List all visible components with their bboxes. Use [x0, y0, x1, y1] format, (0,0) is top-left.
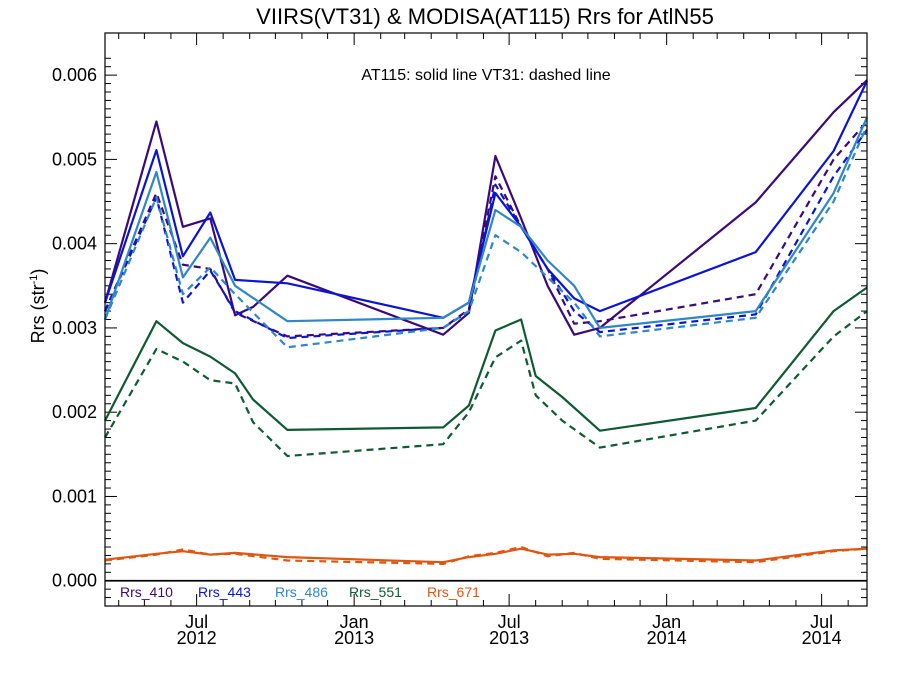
y-tick-label: 0.006 — [52, 65, 97, 85]
series-line-rrs_551-vt31 — [104, 310, 868, 458]
x-tick-label-month: Jul — [810, 612, 833, 632]
x-tick-label-year: 2014 — [802, 628, 842, 648]
x-tick-label-year: 2012 — [177, 628, 217, 648]
series-line-rrs_486-at115 — [103, 116, 869, 329]
series-line-rrs_410-at115 — [103, 79, 868, 336]
series-line-rrs_443-at115 — [103, 80, 868, 319]
legend-entry-rrs_410: Rrs_410 — [120, 584, 173, 600]
series-layer — [103, 79, 869, 566]
legend-entry-rrs_486: Rrs_486 — [275, 584, 328, 600]
y-tick-label: 0.005 — [52, 149, 97, 169]
series-line-rrs_551-at115 — [104, 286, 868, 432]
legend-entry-rrs_443: Rrs_443 — [198, 584, 251, 600]
y-tick-label: 0.000 — [52, 571, 97, 591]
legend: Rrs_410 Rrs_443 Rrs_486 Rrs_551 Rrs_671 — [120, 584, 480, 600]
x-tick-label-year: 2014 — [647, 628, 687, 648]
plot-frame — [104, 32, 868, 607]
annotation-text: AT115: solid line VT31: dashed line — [361, 67, 610, 84]
legend-entry-rrs_551: Rrs_551 — [349, 584, 402, 600]
series-line-rrs_671-at115 — [104, 547, 868, 564]
x-tick-label-year: 2013 — [489, 628, 529, 648]
y-axis-label-close: ) — [28, 269, 48, 275]
y-tick-label: 0.001 — [52, 486, 97, 506]
series-line-rrs_410-vt31 — [103, 120, 868, 338]
chart-title: VIIRS(VT31) & MODISA(AT115) Rrs for AtlN… — [256, 4, 714, 29]
x-tick-label-month: Jan — [652, 612, 681, 632]
y-tick-label: 0.003 — [52, 318, 97, 338]
y-axis-label-superscript: -1 — [28, 275, 40, 285]
y-axis-label: Rrs (str-1) — [28, 269, 48, 344]
legend-entry-rrs_671: Rrs_671 — [427, 584, 480, 600]
series-line-rrs_486-vt31 — [103, 125, 869, 349]
series-line-rrs_443-vt31 — [103, 129, 868, 340]
x-tick-label-year: 2013 — [334, 628, 374, 648]
x-tick-label-month: Jul — [185, 612, 208, 632]
tick-layer: 0.0000.0010.0020.0030.0040.0050.006Jul20… — [52, 33, 867, 648]
y-tick-label: 0.002 — [52, 402, 97, 422]
y-axis-label-main: Rrs (str — [28, 284, 48, 343]
x-tick-label-month: Jul — [498, 612, 521, 632]
series-line-rrs_671-vt31 — [104, 545, 868, 566]
x-tick-label-month: Jan — [340, 612, 369, 632]
y-tick-label: 0.004 — [52, 234, 97, 254]
